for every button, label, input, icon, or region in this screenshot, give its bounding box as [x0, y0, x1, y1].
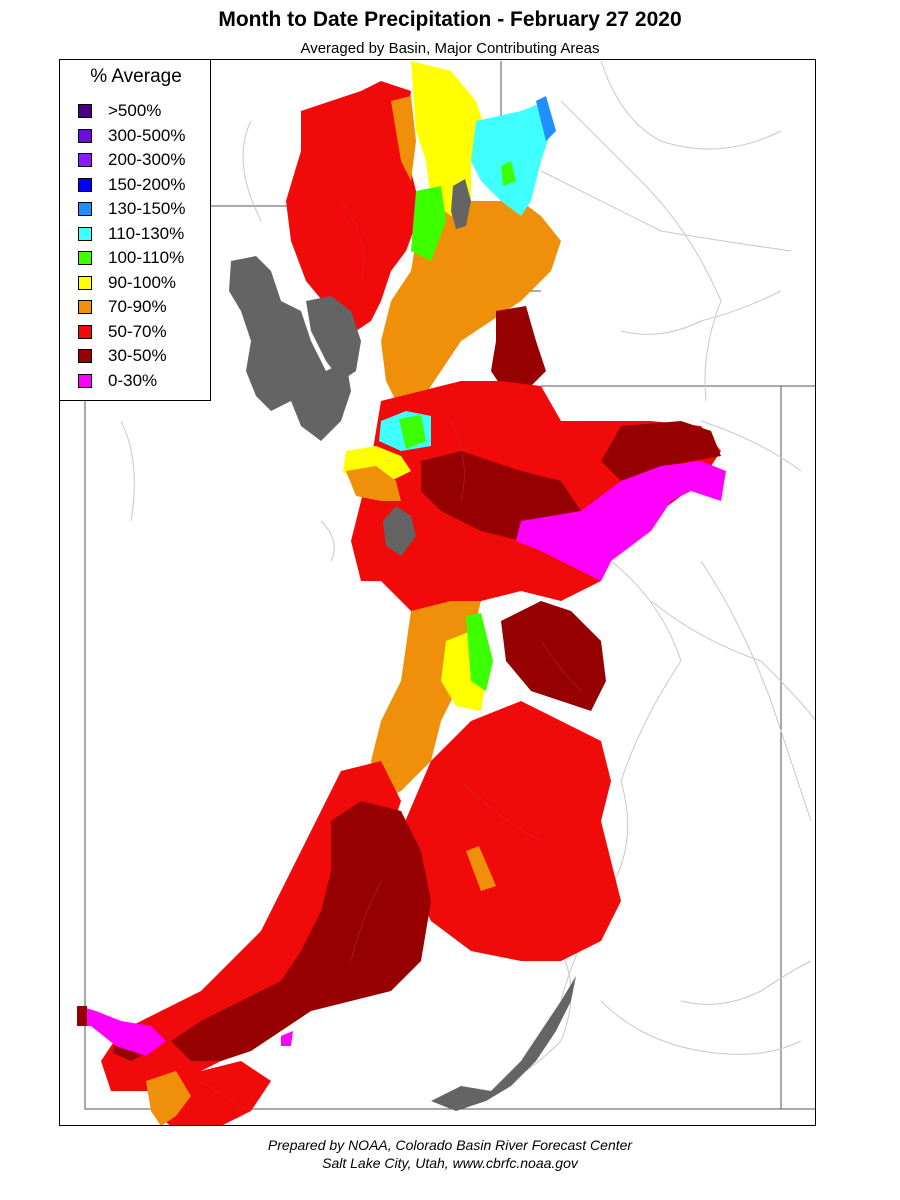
- legend-label: 110-130%: [108, 223, 185, 243]
- utah-west-border: [84, 401, 815, 1110]
- basin-red-north: [286, 81, 421, 331]
- basin-darkred-ne: [491, 306, 546, 386]
- basin-cyan-top: [471, 101, 551, 216]
- legend-panel: % Average >500% 300-500% 200-300% 150-200% 1…: [59, 59, 211, 401]
- great-salt-lake-east: [306, 296, 361, 381]
- basin-green-central: [399, 415, 426, 449]
- basin-magenta-southwest: [79, 1006, 166, 1056]
- legend-item: 150-200%: [78, 174, 186, 194]
- basin-darkred-southwest: [171, 801, 431, 1061]
- legend-swatch: [78, 324, 92, 339]
- basin-darkred-book-cliffs: [501, 601, 606, 711]
- footer-credit-line: Prepared by NOAA, Colorado Basin River F…: [267, 1137, 633, 1153]
- basin-red-southwest: [101, 761, 401, 1091]
- footer-location-line: Salt Lake City, Utah, www.cbrfc.noaa.gov: [322, 1155, 578, 1171]
- legend-swatch: [78, 128, 92, 143]
- legend-label: 200-300%: [108, 150, 186, 169]
- legend-label: 300-500%: [108, 125, 186, 145]
- great-salt-lake: [229, 256, 351, 441]
- basin-darkred-east: [601, 421, 721, 481]
- map-subtitle: Averaged by Basin, Major Contributing Ar…: [300, 40, 600, 57]
- legend-swatch: [78, 300, 92, 314]
- legend-item: 90-100%: [78, 272, 177, 292]
- legend-item: 130-150%: [78, 199, 186, 218]
- basin-darkred-tiny: [77, 1006, 87, 1026]
- legend-item: 100-110%: [78, 248, 185, 267]
- basin-orange-bottom: [146, 1071, 191, 1125]
- legend-label: 90-100%: [108, 272, 177, 292]
- legend-item: 50-70%: [78, 321, 167, 341]
- basin-green-north: [411, 186, 446, 261]
- legend-item: 30-50%: [78, 346, 167, 365]
- legend-item: 110-130%: [78, 223, 185, 243]
- legend-item: 0-30%: [78, 370, 158, 390]
- rivers: [120, 60, 815, 1102]
- legend-swatch: [78, 275, 92, 290]
- basin-orange-west: [391, 96, 416, 181]
- basin-magenta-east: [516, 461, 726, 581]
- basin-green-north-2: [501, 161, 516, 186]
- legend-item: 300-500%: [78, 125, 186, 145]
- legend-swatch: [78, 202, 92, 216]
- basin-map: [60, 60, 815, 1125]
- basin-magenta-small: [281, 1031, 293, 1046]
- legend-swatch: [78, 251, 92, 265]
- legend-swatch: [78, 153, 92, 167]
- map-area[interactable]: [59, 59, 816, 1126]
- legend-label: 130-150%: [108, 199, 186, 218]
- legend-label: 100-110%: [108, 248, 185, 267]
- basin-polygons: [77, 61, 726, 1125]
- legend-title: % Average: [90, 66, 182, 87]
- utah-lake: [383, 506, 416, 556]
- legend-swatch: [78, 373, 92, 388]
- legend-swatch: [78, 177, 92, 192]
- legend-item: >500%: [78, 101, 162, 120]
- legend-swatch: [78, 226, 92, 241]
- basin-orange-small-south: [466, 846, 496, 891]
- legend-label: >500%: [108, 101, 162, 120]
- legend-label: 30-50%: [108, 346, 167, 365]
- legend-item: 70-90%: [78, 297, 167, 316]
- legend-label: 0-30%: [108, 370, 158, 390]
- legend-label: 70-90%: [108, 297, 167, 316]
- basin-yellow-top: [411, 61, 486, 216]
- basin-orange-central-west: [346, 466, 401, 501]
- basin-blue-top: [536, 96, 556, 141]
- sub-basin-lines: [200, 200, 582, 1112]
- basin-red-south: [401, 701, 621, 961]
- lake-powell: [431, 976, 576, 1111]
- map-title: Month to Date Precipitation - February 2…: [218, 8, 682, 31]
- legend-swatch: [78, 349, 92, 363]
- legend-label: 50-70%: [108, 321, 167, 341]
- legend-item: 200-300%: [78, 150, 186, 169]
- bear-lake: [451, 179, 471, 229]
- legend-label: 150-200%: [108, 174, 186, 194]
- legend-swatch: [78, 104, 92, 118]
- basin-green-san-rafael: [466, 613, 493, 691]
